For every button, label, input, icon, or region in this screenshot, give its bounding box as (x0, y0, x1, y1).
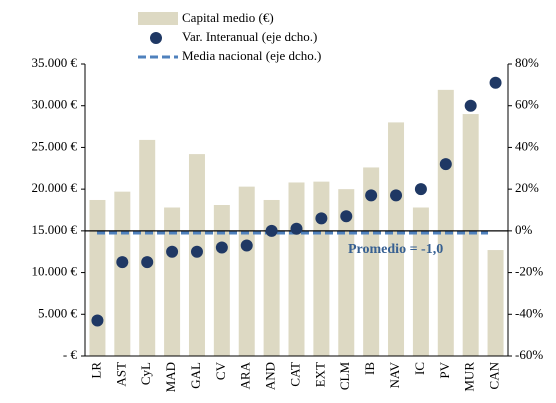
dot (265, 224, 278, 237)
x-tick-label: MUR (462, 362, 477, 392)
dot (290, 222, 303, 235)
legend-dot (150, 32, 162, 44)
dot (215, 241, 228, 254)
dot (365, 189, 378, 202)
annotation: Promedio = -1,0 (348, 242, 443, 257)
y2-tick-label: -20% (515, 264, 543, 279)
y2-tick-label: 60% (515, 97, 539, 112)
bar (462, 114, 479, 356)
dot (166, 245, 179, 258)
legend-swatch (138, 12, 178, 25)
y-tick-label: 35.000 € (32, 55, 78, 70)
x-tick-label: CAN (487, 361, 502, 389)
x-tick-label: PV (437, 361, 452, 378)
bar (89, 199, 106, 356)
x-tick-label: CyL (138, 362, 153, 385)
dot (190, 245, 203, 258)
dot (240, 239, 253, 252)
dot (390, 189, 403, 202)
dot (489, 76, 502, 89)
bar (388, 122, 405, 357)
bar (412, 207, 429, 356)
dot (91, 314, 104, 327)
dot (340, 210, 353, 223)
y2-tick-label: 20% (515, 180, 539, 195)
dot (315, 212, 328, 225)
bar (363, 167, 380, 356)
legend-label: Capital medio (€) (182, 10, 274, 25)
y-tick-label: - € (63, 347, 78, 362)
x-tick-label: MAD (163, 362, 178, 392)
x-tick-label: LR (88, 362, 103, 379)
y-tick-label: 5.000 € (38, 305, 78, 320)
bar (288, 182, 305, 356)
bar (487, 250, 504, 356)
dot (464, 99, 477, 112)
dot (116, 256, 129, 269)
y2-tick-label: 80% (515, 55, 539, 70)
y2-tick-label: -60% (515, 347, 543, 362)
bar (213, 204, 230, 356)
bar (437, 89, 454, 356)
legend-label: Var. Interanual (eje dcho.) (182, 29, 317, 44)
y-tick-label: 25.000 € (32, 138, 78, 153)
bar (139, 139, 156, 356)
bar (313, 181, 330, 356)
x-tick-label: IC (412, 362, 427, 375)
x-tick-label: EXT (312, 362, 327, 387)
y-tick-label: 15.000 € (32, 222, 78, 237)
x-tick-label: CAT (287, 362, 302, 387)
x-tick-label: CV (213, 361, 228, 380)
x-tick-label: IB (362, 362, 377, 375)
bar (164, 207, 181, 356)
y2-tick-label: 0% (515, 222, 533, 237)
x-tick-label: ARA (238, 361, 253, 389)
bar (238, 186, 255, 356)
x-tick-label: NAV (387, 361, 402, 388)
y2-tick-label: 40% (515, 138, 539, 153)
bar (114, 191, 131, 356)
dot (141, 256, 154, 269)
y2-tick-label: -40% (515, 305, 543, 320)
x-tick-label: GAL (188, 362, 203, 389)
x-tick-label: AND (263, 362, 278, 390)
legend-label: Media nacional (eje dcho.) (182, 48, 321, 63)
dot (414, 183, 427, 196)
dot (439, 158, 452, 171)
y-tick-label: 20.000 € (32, 180, 78, 195)
bar (263, 199, 280, 356)
x-tick-label: CLM (337, 362, 352, 391)
x-tick-label: AST (113, 362, 128, 387)
y-tick-label: 10.000 € (32, 264, 78, 279)
y-tick-label: 30.000 € (32, 97, 78, 112)
